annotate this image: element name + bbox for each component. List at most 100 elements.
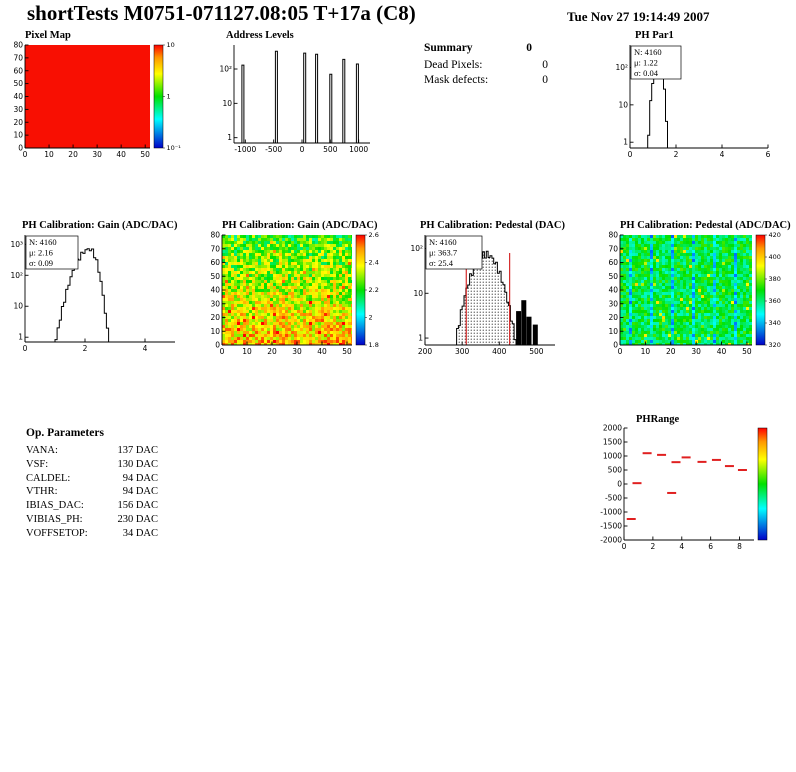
pedestal-map-chart: PH Calibration: Pedestal (ADC/DAC) 0 10 20 3… <box>608 220 791 356</box>
op-param-label: VIBIAS_PH: <box>26 513 83 525</box>
svg-text:PH Calibration: Gain (ADC/DAC): PH Calibration: Gain (ADC/DAC) <box>22 220 178 231</box>
svg-text:0: 0 <box>18 144 23 153</box>
op-param-row: VTHR: 94 DAC <box>26 486 158 497</box>
op-param-value: 156 DAC <box>117 500 158 512</box>
svg-text:70: 70 <box>13 53 23 62</box>
svg-text:1000: 1000 <box>603 452 622 461</box>
address-levels-chart: Address Levels -1000 -500 0 500 1000 10² 10 1 <box>219 30 370 154</box>
svg-text:μ: 1.22: μ: 1.22 <box>634 58 658 68</box>
svg-text:500: 500 <box>529 347 544 356</box>
svg-text:0: 0 <box>617 480 622 489</box>
gain-hist-chart: PH Calibration: Gain (ADC/DAC) 0 2 4 10³ 10² 1… <box>10 220 178 353</box>
svg-text:30: 30 <box>691 347 701 356</box>
svg-text:1: 1 <box>418 334 423 343</box>
svg-text:4: 4 <box>679 542 684 551</box>
svg-text:0: 0 <box>628 150 633 159</box>
op-param-row: CALDEL: 94 DAC <box>26 473 158 484</box>
op-param-value: 34 DAC <box>122 527 158 539</box>
svg-text:10: 10 <box>13 131 23 140</box>
pixel-map-chart: Pixel Map 0 10 20 30 40 50 0 10 20 30 40 50 60 70 80 10 1… <box>13 30 182 159</box>
svg-text:0: 0 <box>23 344 28 353</box>
svg-text:360: 360 <box>769 297 781 305</box>
pedestal-map-plot: PH Calibration: Pedestal (ADC/DAC) 0 10 20 3… <box>608 218 796 360</box>
svg-text:-1500: -1500 <box>600 522 622 531</box>
summary-row-value: 0 <box>542 59 548 71</box>
svg-text:1000: 1000 <box>349 145 368 154</box>
pixel-map-plot: Pixel Map 0 10 20 30 40 50 0 10 20 30 40 50 60 70 80 10 1… <box>8 28 200 160</box>
op-param-value: 130 DAC <box>117 458 158 470</box>
op-param-label: VSF: <box>26 458 49 470</box>
svg-text:μ: 363.7: μ: 363.7 <box>429 248 457 258</box>
svg-text:0: 0 <box>300 145 305 154</box>
svg-text:40: 40 <box>13 92 23 101</box>
op-param-row: VIBIAS_PH: 230 DAC <box>26 514 158 525</box>
svg-text:70: 70 <box>210 244 220 253</box>
svg-text:PH Calibration: Pedestal (DAC): PH Calibration: Pedestal (DAC) <box>420 220 565 231</box>
svg-text:10: 10 <box>618 100 628 109</box>
op-param-value: 230 DAC <box>117 513 158 525</box>
svg-text:30: 30 <box>608 299 618 308</box>
svg-text:20: 20 <box>267 347 277 356</box>
svg-text:200: 200 <box>418 347 433 356</box>
svg-text:8: 8 <box>737 542 742 551</box>
svg-text:2.4: 2.4 <box>369 259 379 267</box>
svg-text:1.8: 1.8 <box>369 341 379 349</box>
svg-text:6: 6 <box>766 150 771 159</box>
svg-text:2: 2 <box>674 150 679 159</box>
svg-text:50: 50 <box>210 272 220 281</box>
svg-text:10: 10 <box>167 41 175 49</box>
svg-text:20: 20 <box>13 118 23 127</box>
svg-text:6: 6 <box>708 542 713 551</box>
svg-text:10²: 10² <box>219 65 232 74</box>
svg-text:50: 50 <box>13 79 23 88</box>
svg-text:σ: 0.04: σ: 0.04 <box>634 68 659 78</box>
op-param-row: VOFFSETOP: 34 DAC <box>26 528 158 539</box>
svg-text:2: 2 <box>83 344 88 353</box>
svg-text:PH Calibration: Pedestal (ADC/: PH Calibration: Pedestal (ADC/DAC) <box>620 220 791 231</box>
summary-row-label: Dead Pixels: <box>424 59 483 71</box>
svg-text:10²: 10² <box>615 63 628 72</box>
svg-text:2000: 2000 <box>603 424 622 433</box>
svg-text:2: 2 <box>369 314 373 322</box>
op-param-label: VTHR: <box>26 486 58 498</box>
svg-text:0: 0 <box>622 542 627 551</box>
gain-hist-plot: PH Calibration: Gain (ADC/DAC) 0 2 4 10³ 10² 1… <box>8 218 198 360</box>
svg-text:10: 10 <box>44 150 54 159</box>
svg-text:1500: 1500 <box>603 438 622 447</box>
svg-text:50: 50 <box>342 347 352 356</box>
op-parameters-title: Op. Parameters <box>26 427 104 439</box>
summary-title: Summary <box>424 42 473 54</box>
svg-text:70: 70 <box>608 244 618 253</box>
op-param-row: VANA: 137 DAC <box>26 445 158 456</box>
op-param-value: 94 DAC <box>122 472 158 484</box>
svg-text:2.2: 2.2 <box>369 286 379 294</box>
op-param-row: VSF: 130 DAC <box>26 459 158 470</box>
phrange-plot: PHRange 0 2 4 6 8 2000 1500 1000 500 0 -500 -1000 -15… <box>598 410 796 552</box>
gain-map-chart: PH Calibration: Gain (ADC/DAC)0 10 20 30 40 5… <box>210 220 379 356</box>
op-param-label: CALDEL: <box>26 472 71 484</box>
svg-text:-1000: -1000 <box>600 508 622 517</box>
pedestal-hist-plot: PH Calibration: Pedestal (DAC) 200 300 400 5… <box>410 218 574 360</box>
address-levels-plot: Address Levels -1000 -500 0 500 1000 10² 10 1 <box>218 28 383 160</box>
svg-text:80: 80 <box>608 231 618 240</box>
svg-text:σ: 25.4: σ: 25.4 <box>429 258 454 268</box>
op-param-value: 137 DAC <box>117 445 158 456</box>
svg-text:40: 40 <box>116 150 126 159</box>
svg-text:PHRange: PHRange <box>636 414 680 425</box>
svg-text:μ: 2.16: μ: 2.16 <box>29 248 53 258</box>
op-param-label: IBIAS_DAC: <box>26 500 84 512</box>
svg-text:N: 4160: N: 4160 <box>29 237 57 247</box>
svg-text:10²: 10² <box>10 271 23 280</box>
svg-text:10⁻¹: 10⁻¹ <box>167 144 182 152</box>
svg-text:σ: 0.09: σ: 0.09 <box>29 258 53 268</box>
svg-text:80: 80 <box>210 231 220 240</box>
svg-text:500: 500 <box>323 145 338 154</box>
svg-text:10: 10 <box>222 99 232 108</box>
svg-text:60: 60 <box>608 258 618 267</box>
svg-text:-500: -500 <box>265 145 282 154</box>
gain-map-plot: PH Calibration: Gain (ADC/DAC) 0 10 20 30 40 5… <box>210 218 388 360</box>
svg-text:0: 0 <box>618 347 623 356</box>
svg-text:20: 20 <box>68 150 78 159</box>
timestamp: Tue Nov 27 19:14:49 2007 <box>567 9 710 24</box>
summary-title-value: 0 <box>526 42 532 54</box>
